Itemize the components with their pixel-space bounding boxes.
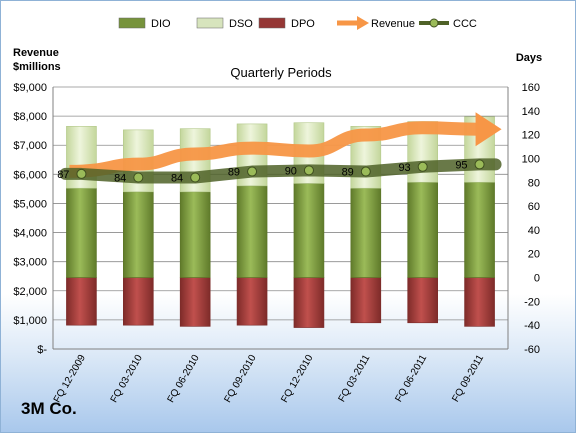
- ccc-data-label: 84: [171, 173, 183, 185]
- revenue-band: [69, 121, 480, 178]
- ccc-data-label: 89: [228, 167, 240, 179]
- ccc-data-label: 93: [398, 162, 410, 174]
- x-category-label: FQ 06-2010: [166, 353, 202, 405]
- dio-bar: [407, 181, 438, 278]
- x-category-label: FQ 09-2010: [222, 353, 258, 405]
- right-axis-title: Days: [516, 52, 542, 64]
- left-axis-title-line1: Revenue: [13, 47, 59, 59]
- company-name: 3M Co.: [21, 399, 77, 418]
- legend: DIO DSO DPO Revenue CCC: [118, 16, 477, 30]
- right-tick-label: -40: [524, 320, 540, 332]
- ccc-data-label: 90: [285, 165, 297, 177]
- right-tick-label: 80: [528, 177, 540, 189]
- ccc-data-label: 84: [114, 173, 126, 185]
- dpo-bar: [236, 277, 268, 326]
- legend-label-revenue: Revenue: [371, 18, 415, 30]
- ccc-point: [190, 172, 201, 183]
- legend-label-dio: DIO: [151, 18, 171, 30]
- dio-bar: [123, 191, 154, 278]
- ccc-line: [59, 158, 502, 184]
- left-tick-label: $1,000: [13, 315, 47, 327]
- left-tick-label: $5,000: [13, 198, 47, 210]
- legend-swatch-dio: [118, 17, 146, 29]
- right-tick-label: 0: [534, 273, 540, 285]
- legend-swatch-ccc-dot: [429, 18, 439, 28]
- revenue-arrowhead: [475, 112, 502, 147]
- ccc-point: [247, 166, 258, 177]
- dio-bar: [179, 191, 211, 278]
- legend-swatch-revenue-head: [357, 16, 369, 30]
- ccc-data-label: 87: [57, 169, 69, 181]
- ccc-point: [474, 159, 485, 170]
- right-tick-label: 100: [522, 153, 540, 165]
- ccc-point: [303, 165, 314, 176]
- left-tick-label: $4,000: [13, 228, 47, 240]
- dpo-bar: [66, 277, 97, 326]
- dpo-bar: [464, 277, 495, 327]
- right-tick-label: 60: [528, 201, 540, 213]
- dpo-bar: [123, 277, 154, 326]
- x-category-label: FQ 09-2011: [450, 353, 486, 404]
- x-category-label: FQ 12-2009: [52, 353, 88, 405]
- ccc-point: [76, 168, 87, 179]
- left-tick-label: $7,000: [13, 140, 47, 152]
- dio-bar: [66, 187, 97, 278]
- left-tick-label: $6,000: [13, 169, 47, 181]
- x-category-label: FQ 06-2011: [393, 353, 429, 404]
- dio-bar: [293, 183, 325, 278]
- dpo-bar: [179, 277, 211, 327]
- right-tick-label: 160: [522, 82, 540, 94]
- dpo-bar: [350, 277, 382, 324]
- left-tick-label: $-: [37, 344, 47, 356]
- chart-subtitle: Quarterly Periods: [230, 65, 332, 80]
- dio-bar: [464, 181, 495, 278]
- left-tick-label: $2,000: [13, 286, 47, 298]
- right-tick-label: 20: [528, 249, 540, 261]
- x-category-label: FQ 03-2010: [109, 353, 145, 405]
- legend-label-dso: DSO: [229, 18, 253, 30]
- legend-swatch-dpo: [258, 17, 286, 29]
- dio-bar: [350, 187, 382, 278]
- ccc-data-label: 89: [342, 167, 354, 179]
- right-tick-label: 40: [528, 225, 540, 237]
- right-tick-label: -60: [524, 344, 540, 356]
- ccc-point: [133, 172, 144, 183]
- legend-swatch-dso: [196, 17, 224, 29]
- left-tick-label: $9,000: [13, 82, 47, 94]
- right-tick-label: -20: [524, 296, 540, 308]
- left-tick-label: $8,000: [13, 111, 47, 123]
- legend-label-ccc: CCC: [453, 18, 477, 30]
- left-axis-title-line2: $millions: [13, 61, 61, 73]
- dpo-bar: [293, 277, 325, 328]
- right-tick-label: 140: [522, 106, 540, 118]
- legend-label-dpo: DPO: [291, 18, 315, 30]
- x-category-label: FQ 03-2011: [337, 353, 373, 404]
- ccc-point: [360, 166, 371, 177]
- dio-bar: [236, 185, 268, 278]
- ccc-data-label: 95: [455, 159, 467, 171]
- right-tick-label: 120: [522, 130, 540, 142]
- x-category-label: FQ 12-2010: [279, 353, 315, 405]
- dpo-bar: [407, 277, 438, 324]
- ccc-point: [417, 161, 428, 172]
- left-tick-label: $3,000: [13, 257, 47, 269]
